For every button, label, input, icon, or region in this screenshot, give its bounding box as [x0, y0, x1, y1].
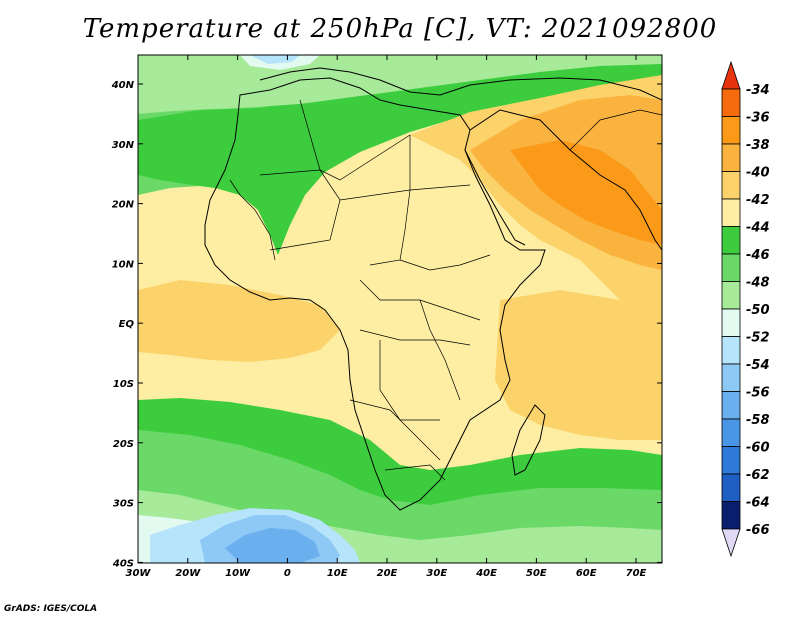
colorbar-label: -48 — [746, 276, 770, 291]
colorbar-swatch — [721, 363, 741, 392]
border-g — [359, 329, 471, 346]
country-borders — [229, 99, 662, 481]
colorbar-swatch — [721, 226, 741, 255]
lat-tick-label: EQ — [119, 319, 135, 330]
colorbar-swatch — [721, 446, 741, 475]
lon-tick-label: 30W — [126, 568, 152, 579]
colorbar-label: -64 — [746, 496, 770, 511]
border-c — [369, 135, 411, 266]
lat-tick-label: 40N — [111, 80, 135, 91]
border-e — [399, 254, 491, 271]
field-tropic-orange-east — [495, 290, 662, 440]
lat-tick-label: 30S — [113, 499, 134, 510]
lon-tick-label: 10E — [327, 568, 348, 579]
border-m — [419, 299, 461, 401]
border-j — [384, 464, 446, 481]
colorbar-label: -66 — [746, 523, 770, 538]
field-south-deepblue — [225, 528, 320, 563]
lat-tick-label: 20N — [112, 200, 135, 211]
colorbar-label: -40 — [746, 166, 770, 181]
field-north-darkgreen — [138, 60, 662, 255]
field-tropic-orange-west — [138, 280, 340, 362]
coastlines — [204, 67, 662, 511]
colorbar-swatch — [721, 391, 741, 420]
map-title: Temperature at 250hPa [C], VT: 202109280… — [82, 14, 718, 44]
colorbar-swatch — [721, 88, 741, 117]
coast-arabia — [469, 109, 662, 251]
colorbar-label: -42 — [746, 193, 770, 208]
border-d — [269, 199, 341, 251]
lon-tick-label: 70E — [626, 568, 647, 579]
colorbar-swatch — [721, 198, 741, 227]
colorbar-label: -62 — [746, 468, 770, 483]
lon-tick-label: 30E — [426, 568, 447, 579]
colorbar-swatch — [721, 171, 741, 200]
plot-frame — [137, 54, 663, 564]
colorbar-swatch — [721, 418, 741, 447]
colorbar-label: -36 — [746, 111, 770, 126]
colorbar-label: -60 — [746, 441, 770, 456]
colorbar-swatch — [721, 336, 741, 365]
lat-tick-label: 40S — [112, 558, 134, 569]
border-a — [299, 99, 411, 181]
colorbar-swatch — [721, 281, 741, 310]
colorbar-swatch — [721, 143, 741, 172]
lon-tick-label: 0 — [284, 568, 291, 579]
colorbar-swatch — [721, 501, 741, 530]
colorbar-label: -52 — [746, 331, 770, 346]
lon-tick-label: 40E — [475, 568, 497, 579]
colorbar-swatch — [721, 308, 741, 337]
longitude-axis: 30W 20W 10W 0 10E 20E 30E 40E 50E 60E 70E — [126, 55, 647, 579]
colorbar-swatch — [721, 253, 741, 282]
colorbar-label: -44 — [746, 221, 770, 236]
colorbar: -34 -36 -38 -40 -42 -44 -46 -48 -50 -52 -54 -56 -58 -… — [721, 60, 770, 558]
coast-madagascar — [511, 404, 546, 476]
colorbar-swatch — [721, 473, 741, 502]
colorbar-label: -46 — [746, 248, 770, 263]
border-n — [569, 109, 662, 151]
colorbar-label: -34 — [746, 83, 770, 98]
border-h — [379, 340, 440, 421]
colorbar-top-arrow — [721, 60, 741, 90]
lat-tick-label: 30N — [112, 140, 135, 151]
lat-tick-label: 10S — [113, 379, 134, 390]
latitude-axis: 40N 30N 20N 10N EQ 10S 20S 30S 40S — [111, 80, 662, 569]
lat-tick-label: 20S — [113, 439, 134, 450]
lon-tick-label: 50E — [526, 568, 547, 579]
lon-tick-label: 20E — [377, 568, 398, 579]
colorbar-label: -54 — [746, 358, 770, 373]
colorbar-label: -56 — [746, 386, 770, 401]
lon-tick-label: 20W — [175, 568, 201, 579]
colorbar-label: -38 — [746, 138, 770, 153]
colorbar-swatch — [721, 116, 741, 145]
coast-red-sea — [464, 149, 526, 246]
colorbar-bottom-arrow — [721, 528, 741, 558]
temperature-field — [138, 55, 662, 563]
credit-text: GrADS: IGES/COLA — [4, 604, 98, 614]
coast-europe — [259, 67, 662, 101]
field-north-lightgreen — [138, 55, 662, 114]
colorbar-label: -50 — [746, 303, 770, 318]
colorbar-label: -58 — [746, 413, 770, 428]
lon-tick-label: 60E — [576, 568, 597, 579]
lat-tick-label: 10N — [112, 259, 135, 270]
coast-africa — [204, 77, 546, 511]
lon-tick-label: 10W — [225, 568, 251, 579]
border-l — [229, 179, 241, 196]
border-i — [349, 399, 441, 461]
border-k — [239, 194, 276, 261]
field-arabia-hot — [510, 140, 662, 245]
